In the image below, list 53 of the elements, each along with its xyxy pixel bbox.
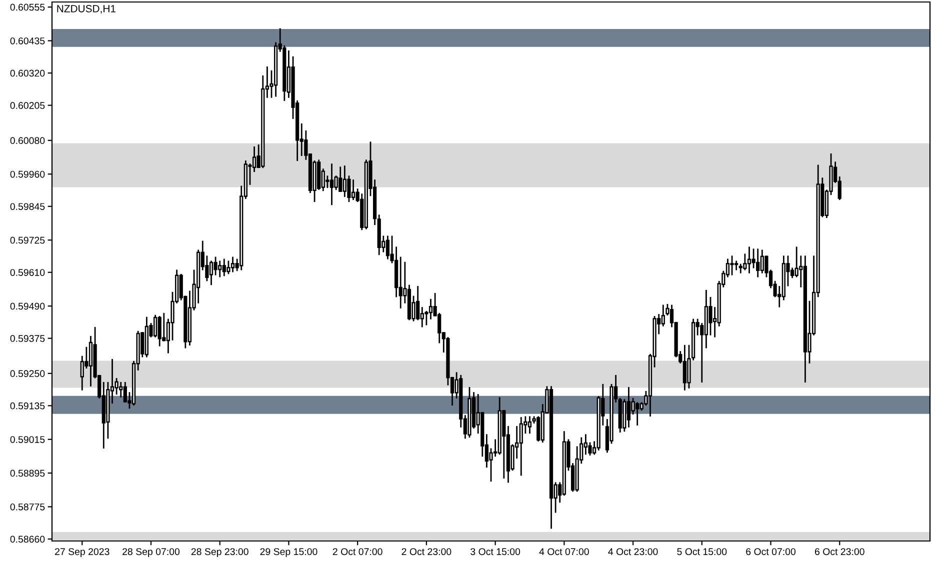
x-tick-label: 28 Sep 23:00 — [191, 548, 248, 558]
y-tick-label: 0.58775 — [10, 503, 45, 510]
candlestick — [708, 296, 712, 336]
candlestick — [519, 417, 523, 476]
candlestick — [747, 246, 752, 274]
y-tick-label: 0.60555 — [10, 4, 45, 11]
y-tick-label: 0.59490 — [10, 302, 45, 310]
candlestick — [209, 260, 214, 286]
x-tick-label: 29 Sep 15:00 — [260, 548, 318, 558]
chart-title: NZDUSD,H1 — [57, 4, 116, 14]
candlestick — [114, 378, 118, 395]
candlestick — [226, 260, 230, 274]
candlestick — [153, 314, 158, 338]
candlestick — [386, 236, 390, 260]
y-tick-label: 0.58895 — [10, 470, 45, 477]
candlestick — [330, 164, 334, 206]
y-tick-label: 0.59845 — [10, 203, 45, 210]
y-tick-label: 0.60320 — [10, 70, 45, 77]
y-tick-label: 0.58660 — [10, 536, 45, 543]
x-tick-label: 27 Sep 2023 — [55, 548, 110, 558]
candlestick — [338, 166, 342, 192]
candlestick — [743, 254, 747, 270]
candlestick — [252, 146, 256, 172]
y-tick-label: 0.60435 — [10, 37, 45, 44]
x-tick-label: 28 Sep 07:00 — [122, 548, 180, 558]
y-tick-label: 0.59375 — [10, 335, 45, 342]
y-tick-label: 0.59015 — [10, 436, 45, 443]
y-tick-label: 0.59135 — [10, 402, 45, 410]
x-tick-label: 4 Oct 07:00 — [539, 548, 589, 556]
y-tick-label: 0.59725 — [10, 236, 45, 244]
candlestick — [88, 336, 93, 386]
candlestick — [738, 264, 742, 274]
x-tick-label: 2 Oct 23:00 — [402, 548, 452, 556]
candlestick — [230, 256, 235, 272]
x-tick-label: 4 Oct 23:00 — [608, 548, 658, 556]
x-tick-label: 3 Oct 15:00 — [470, 548, 520, 556]
x-tick-label: 6 Oct 23:00 — [814, 548, 864, 556]
candlestick — [351, 180, 356, 200]
candlestick — [626, 387, 631, 428]
candlestick — [428, 298, 433, 320]
candlestick — [528, 416, 532, 434]
x-tick-label: 6 Oct 07:00 — [746, 548, 796, 556]
candlestick — [214, 256, 218, 276]
y-tick-label: 0.60205 — [10, 102, 45, 109]
y-tick-label: 0.59250 — [10, 370, 45, 378]
y-tick-label: 0.59960 — [10, 170, 45, 178]
y-tick-label: 0.59610 — [10, 269, 45, 276]
candlestick — [398, 256, 402, 308]
x-tick-label: 2 Oct 07:00 — [332, 548, 382, 556]
x-tick-label: 5 Oct 15:00 — [677, 548, 727, 556]
candlestick — [730, 256, 734, 276]
y-tick-label: 0.60080 — [10, 137, 45, 144]
candlestick — [158, 316, 162, 346]
